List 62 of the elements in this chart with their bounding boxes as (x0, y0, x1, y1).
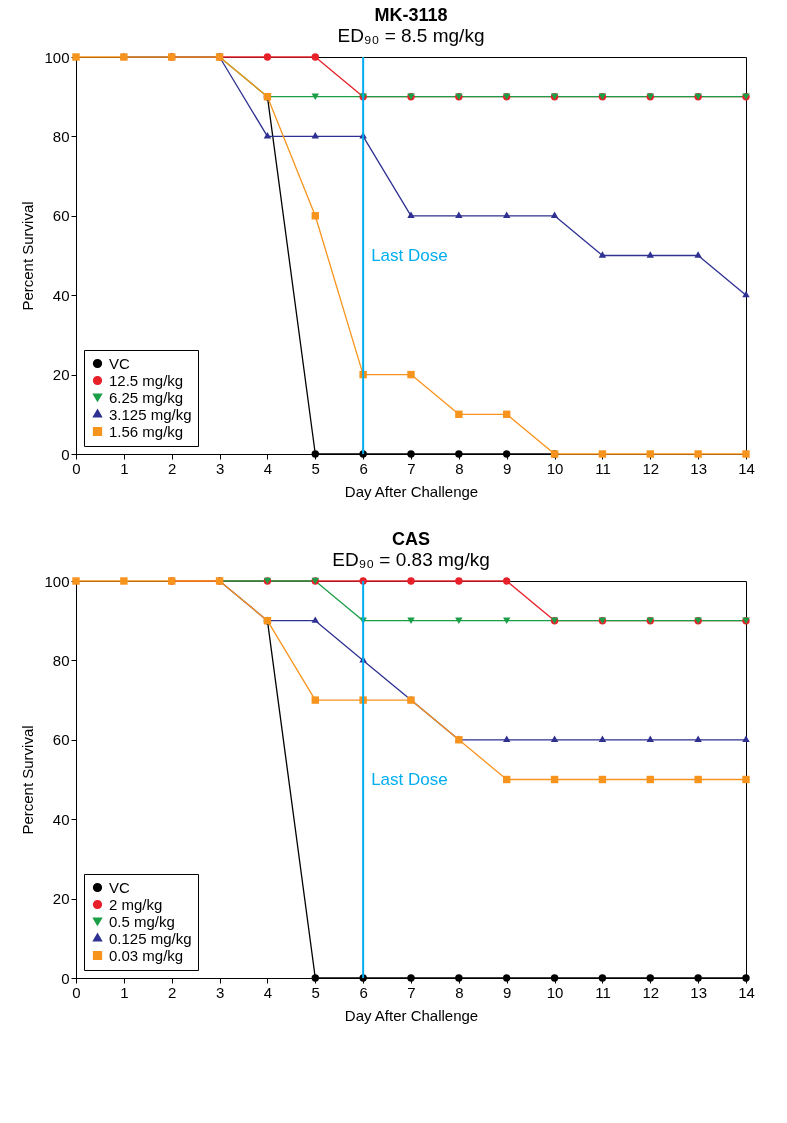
x-tick-label: 4 (263, 983, 273, 1001)
x-tick-label: 8 (455, 983, 464, 1001)
legend-label: 6.25 mg/kg (109, 388, 184, 406)
y-axis-title: Percent Survival (19, 201, 37, 311)
y-tick-label: 80 (52, 127, 70, 145)
x-tick-label: 0 (72, 983, 81, 1001)
x-tick-label: 14 (738, 983, 755, 1001)
x-axis-title: Day After Challenge (344, 482, 479, 500)
x-tick-label: 12 (642, 983, 660, 1001)
legend-label: 1.56 mg/kg (109, 422, 184, 440)
x-tick-label: 6 (359, 983, 368, 1001)
x-tick-label: 8 (455, 459, 464, 477)
x-axis-title: Day After Challenge (344, 1006, 479, 1024)
y-tick-label: 80 (52, 651, 70, 669)
x-tick-label: 12 (642, 459, 660, 477)
legend-label: VC (109, 354, 130, 372)
x-tick-label: 2 (168, 459, 177, 477)
y-tick-label: 40 (52, 810, 70, 828)
chart-title: MK-3118 (374, 5, 448, 25)
chart-title: CAS (391, 529, 431, 549)
y-tick-label: 60 (52, 731, 70, 749)
legend-label: 3.125 mg/kg (109, 405, 192, 423)
x-tick-label: 1 (120, 983, 129, 1001)
y-tick-label: 0 (61, 969, 70, 987)
legend-label: 0.5 mg/kg (109, 912, 175, 930)
x-tick-label: 0 (72, 459, 81, 477)
legend-label: 0.03 mg/kg (109, 946, 184, 964)
y-tick-label: 0 (61, 445, 70, 463)
x-tick-label: 7 (407, 983, 416, 1001)
legend-label: 12.5 mg/kg (109, 371, 184, 389)
x-tick-label: 13 (690, 983, 707, 1001)
y-tick-label: 60 (52, 207, 70, 225)
x-tick-label: 5 (311, 459, 320, 477)
x-tick-label: 14 (738, 459, 755, 477)
x-tick-label: 10 (546, 459, 564, 477)
y-tick-label: 100 (44, 48, 70, 66)
legend-label: 0.125 mg/kg (109, 929, 192, 947)
legend-label: VC (109, 878, 130, 896)
ref-line-label: Last Dose (371, 769, 448, 789)
y-tick-label: 20 (52, 366, 70, 384)
x-tick-label: 9 (503, 459, 512, 477)
x-tick-label: 13 (690, 459, 707, 477)
x-tick-label: 9 (503, 983, 512, 1001)
x-tick-label: 5 (311, 983, 320, 1001)
x-tick-label: 10 (546, 983, 564, 1001)
x-tick-label: 6 (359, 459, 368, 477)
x-tick-label: 11 (595, 459, 611, 477)
chart-subtitle: ED₉₀ = 0.83 mg/kg (332, 549, 490, 570)
x-tick-label: 3 (215, 459, 225, 477)
x-tick-label: 2 (168, 983, 177, 1001)
y-tick-label: 100 (44, 572, 70, 590)
x-tick-label: 4 (263, 459, 273, 477)
y-tick-label: 40 (52, 286, 70, 304)
y-axis-title: Percent Survival (19, 725, 37, 835)
x-tick-label: 3 (215, 983, 225, 1001)
x-tick-label: 11 (595, 983, 611, 1001)
ref-line-label: Last Dose (371, 245, 448, 265)
x-tick-label: 1 (120, 459, 129, 477)
y-tick-label: 20 (52, 890, 70, 908)
x-tick-label: 7 (407, 459, 416, 477)
legend-label: 2 mg/kg (109, 895, 163, 913)
chart-subtitle: ED₉₀ = 8.5 mg/kg (337, 25, 485, 46)
